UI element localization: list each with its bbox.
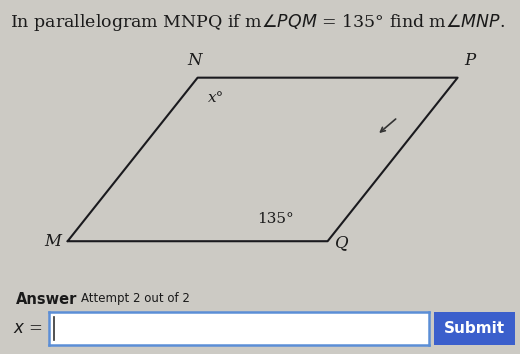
Text: Q: Q xyxy=(335,234,349,251)
Text: $x$ =: $x$ = xyxy=(13,320,43,337)
Text: In parallelogram MNPQ if m$\angle \it{PQM}$ = 135° find m$\angle \it{MNP}$.: In parallelogram MNPQ if m$\angle \it{PQ… xyxy=(10,12,505,33)
Text: x°: x° xyxy=(208,91,224,105)
Text: Answer: Answer xyxy=(16,292,77,307)
Text: P: P xyxy=(464,52,475,69)
Text: Submit: Submit xyxy=(444,321,505,336)
Text: 135°: 135° xyxy=(257,212,294,226)
Text: M: M xyxy=(44,233,61,250)
Text: N: N xyxy=(188,52,202,69)
Text: Attempt 2 out of 2: Attempt 2 out of 2 xyxy=(81,292,189,305)
